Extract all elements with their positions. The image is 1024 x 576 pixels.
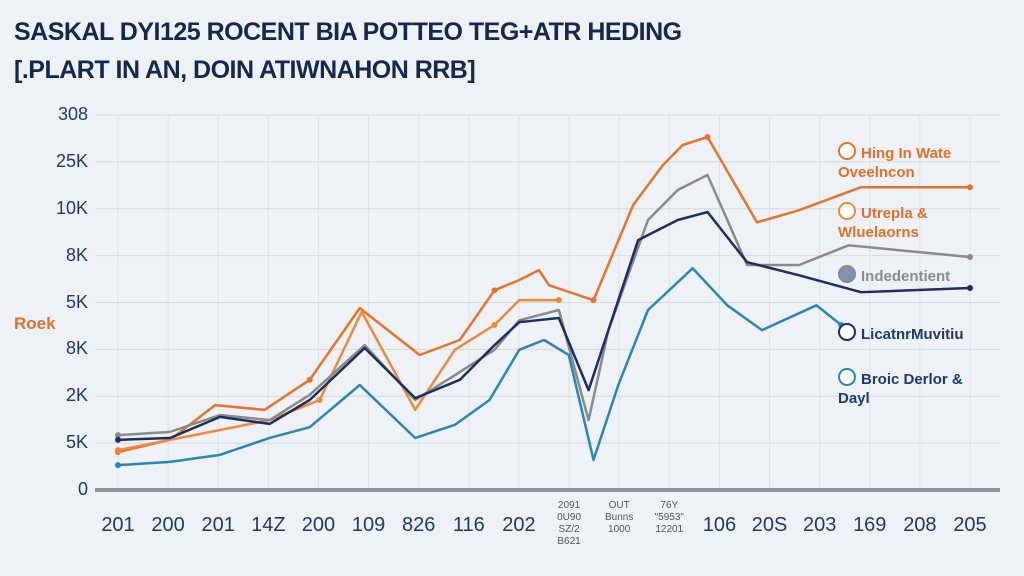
chart-title: SASKAL DYI125 ROCENT BIA POTTEO TEG+ATR … <box>14 18 682 46</box>
x-tick-label: 200 <box>301 514 336 536</box>
x-tick-label: 208 <box>903 514 937 536</box>
data-point <box>115 447 121 454</box>
x-tick-label: 205 <box>953 514 987 536</box>
series-line-3 <box>117 210 971 442</box>
x-tick-label: 2091 0U90 SZ/2 B621 <box>557 500 581 547</box>
data-point <box>115 436 121 443</box>
data-point <box>491 322 498 328</box>
y-tick-label: 8K <box>65 244 88 265</box>
bell-icon <box>838 202 856 220</box>
x-tick-label: 169 <box>853 514 887 536</box>
data-point <box>967 284 973 291</box>
x-tick-label: 201 <box>201 514 235 536</box>
globe-icon <box>838 323 856 341</box>
leaf-icon <box>838 265 856 283</box>
x-tick-label: 203 <box>802 514 837 536</box>
data-point <box>967 254 973 261</box>
data-point <box>555 297 562 304</box>
series-line-1 <box>117 298 559 452</box>
x-tick-label: 201 <box>101 514 135 536</box>
legend-label: Hing In Wate Oveelncon <box>838 145 952 181</box>
legend-label: Indedentient <box>861 268 951 285</box>
y-tick-label: 5K <box>65 291 88 312</box>
circle-target-icon <box>838 142 856 160</box>
data-point <box>306 376 313 383</box>
y-tick-label: 2K <box>65 385 88 406</box>
legend-item: LicatnrMuvitiu <box>838 323 964 344</box>
data-point <box>590 297 597 304</box>
data-point <box>704 134 711 141</box>
x-tick-label: 106 <box>702 514 737 536</box>
y-tick-label: 8K <box>65 338 88 359</box>
series-line-4 <box>117 267 842 467</box>
data-point <box>967 184 973 191</box>
y-axis-label: Roek <box>14 314 56 333</box>
y-tick-label: 25K <box>55 150 88 171</box>
y-tick-label: 0 <box>77 479 88 499</box>
smiley-icon <box>838 368 856 386</box>
series-line-0 <box>117 135 970 454</box>
x-tick-label: 109 <box>351 514 386 536</box>
legend-label: LicatnrMuvitiu <box>861 326 964 343</box>
legend-item: Indedentient <box>838 265 950 286</box>
legend-label: Utrepla & Wluelaorns <box>838 205 928 241</box>
x-tick-label: 20S <box>751 514 788 536</box>
x-tick-label: 200 <box>151 514 185 536</box>
data-point <box>115 462 121 469</box>
x-tick-label: 14Z <box>251 514 286 536</box>
legend-item: Broic Derlor & Dayl <box>838 368 963 408</box>
y-tick-label: 5K <box>65 432 88 453</box>
y-tick-label: 308 <box>57 104 88 124</box>
x-tick-label: 76Y "5953" 12201 <box>654 500 684 535</box>
legend-item: Utrepla & Wluelaorns <box>838 202 928 242</box>
y-tick-label: 10K <box>55 197 88 218</box>
series-line-2 <box>117 173 971 437</box>
data-point <box>115 432 121 439</box>
legend-label: Broic Derlor & Dayl <box>838 371 963 407</box>
x-tick-label: 116 <box>452 514 485 536</box>
x-tick-label: 826 <box>402 514 436 536</box>
data-point <box>316 397 323 403</box>
legend-item: Hing In Wate Oveelncon <box>838 142 951 182</box>
x-tick-label: 202 <box>502 514 536 536</box>
chart-subtitle: [.PLART IN AN, DOIN ATIWNAHON RRB] <box>14 56 476 84</box>
data-point <box>491 287 498 294</box>
x-tick-label: OUT Bunns 1000 <box>604 500 634 535</box>
